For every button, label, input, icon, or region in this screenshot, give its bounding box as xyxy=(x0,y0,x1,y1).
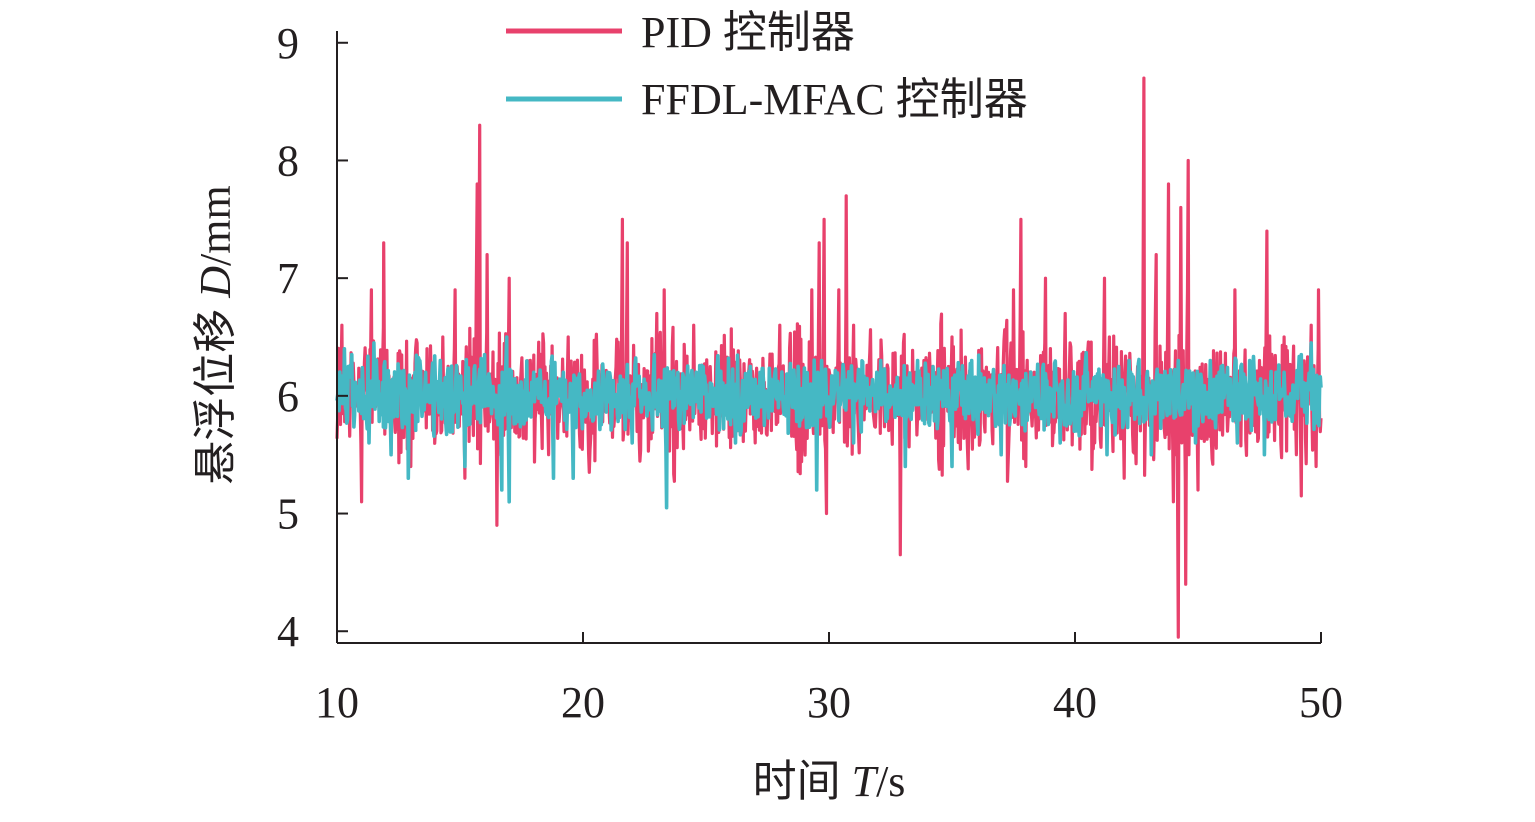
y-axis-label: 悬浮位移 D/mm xyxy=(191,185,240,484)
legend-label-ffdl-mfac: FFDL-MFAC 控制器 xyxy=(641,75,1028,124)
x-tick-label: 30 xyxy=(807,678,851,727)
x-tick-label: 40 xyxy=(1053,678,1097,727)
x-tick-label: 20 xyxy=(561,678,605,727)
x-tick-label: 50 xyxy=(1299,678,1343,727)
series-layer xyxy=(335,76,1323,639)
x-axis-label: 时间 T/s xyxy=(753,757,906,806)
y-tick-label: 6 xyxy=(277,372,299,421)
y-axis-label-prefix: 悬浮位移 xyxy=(191,298,240,485)
ticks-layer: 4 5 6 7 8 9 10 20 30 40 50 xyxy=(277,19,1343,727)
y-tick-label: 8 xyxy=(277,136,299,185)
x-axis-label-var: T xyxy=(852,757,880,806)
y-tick-label: 4 xyxy=(277,607,299,656)
x-axis-label-unit: /s xyxy=(876,757,905,806)
y-tick-label: 5 xyxy=(277,490,299,539)
y-axis-label-unit: /mm xyxy=(191,185,240,266)
legend-label-pid: PID 控制器 xyxy=(641,8,855,57)
y-axis-label-var: D xyxy=(191,266,240,299)
y-tick-label: 9 xyxy=(277,19,299,68)
y-tick-label: 7 xyxy=(277,254,299,303)
x-tick-label: 10 xyxy=(315,678,359,727)
legend: PID 控制器 FFDL-MFAC 控制器 xyxy=(506,8,1028,124)
x-axis-label-prefix: 时间 xyxy=(753,757,852,806)
series-line-1 xyxy=(335,335,1323,510)
